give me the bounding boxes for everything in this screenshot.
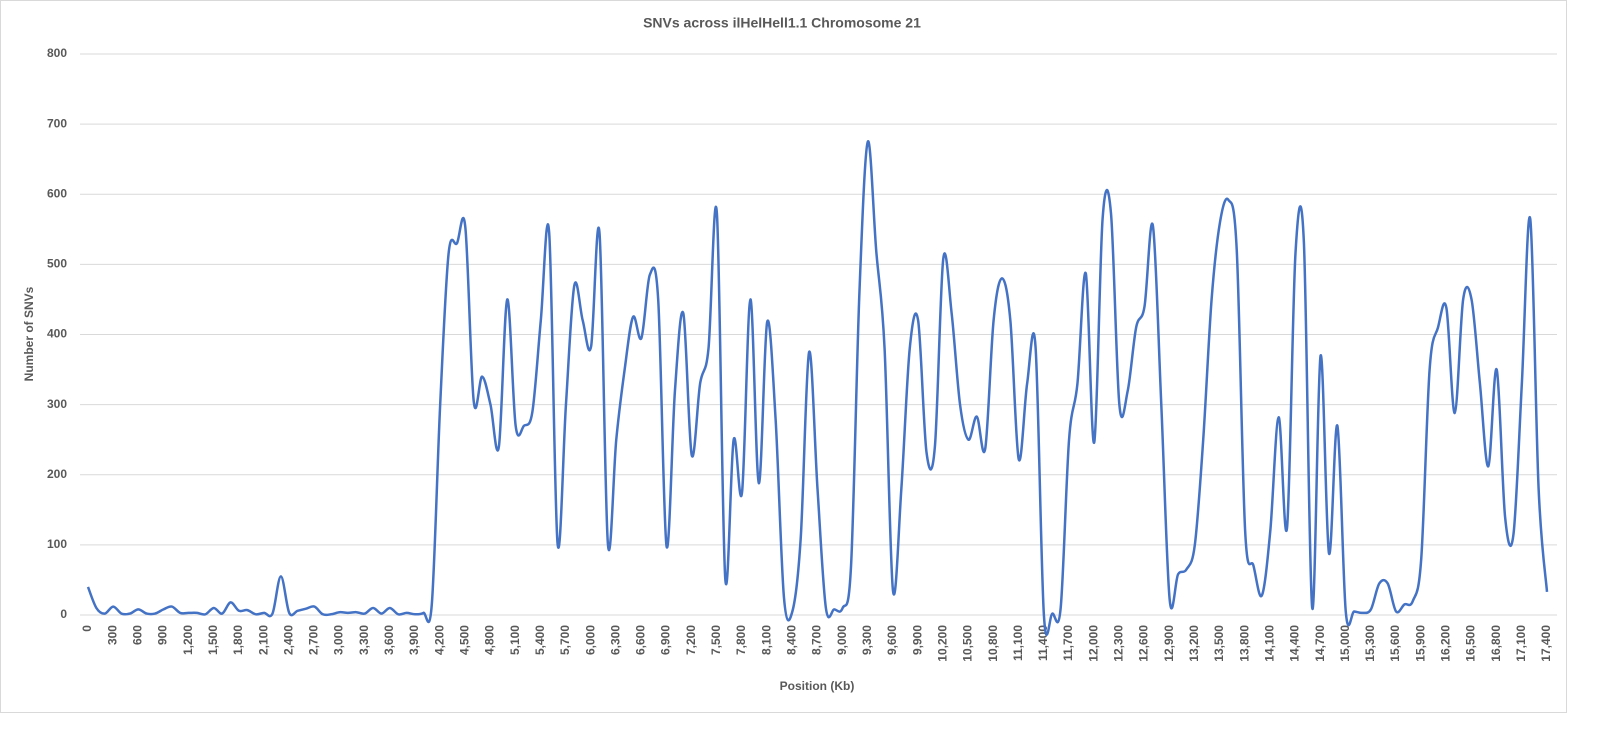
x-tick-label: 11,700 xyxy=(1061,625,1075,661)
x-tick-label: 900 xyxy=(156,625,170,645)
x-tick-label: 11,100 xyxy=(1011,625,1025,661)
y-tick-label: 200 xyxy=(47,467,67,481)
x-tick-label: 300 xyxy=(105,625,119,645)
x-tick-label: 600 xyxy=(130,625,144,645)
x-tick-label: 4,200 xyxy=(432,625,446,655)
x-tick-label: 8,700 xyxy=(810,625,824,655)
x-tick-label: 7,800 xyxy=(734,625,748,655)
x-axis-label: Position (Kb) xyxy=(780,679,855,693)
x-tick-label: 3,600 xyxy=(382,625,396,655)
x-tick-label: 1,200 xyxy=(181,625,195,655)
x-tick-label: 15,600 xyxy=(1388,625,1402,662)
x-tick-label: 1,800 xyxy=(231,625,245,655)
x-tick-label: 17,400 xyxy=(1539,625,1553,662)
y-tick-label: 400 xyxy=(47,327,67,341)
x-tick-label: 8,400 xyxy=(785,625,799,655)
x-tick-label: 10,200 xyxy=(935,625,949,662)
x-tick-label: 2,100 xyxy=(256,625,270,655)
x-tick-label: 7,500 xyxy=(709,625,723,655)
y-tick-label: 600 xyxy=(47,186,67,200)
y-axis-label: Number of SNVs xyxy=(22,286,36,381)
x-tick-label: 12,900 xyxy=(1162,625,1176,662)
y-tick-label: 100 xyxy=(47,537,67,551)
x-tick-label: 5,400 xyxy=(533,625,547,655)
x-tick-label: 10,800 xyxy=(986,625,1000,662)
x-tick-label: 9,300 xyxy=(860,625,874,655)
y-tick-label: 500 xyxy=(47,257,67,271)
x-tick-label: 17,100 xyxy=(1514,625,1528,662)
x-tick-label: 5,100 xyxy=(508,625,522,655)
x-tick-label: 9,000 xyxy=(835,625,849,655)
x-tick-label: 3,300 xyxy=(357,625,371,655)
x-tick-label: 15,900 xyxy=(1413,625,1427,662)
x-tick-label: 3,900 xyxy=(407,625,421,655)
chart-title: SNVs across ilHelHell1.1 Chromosome 21 xyxy=(643,15,921,31)
x-tick-label: 10,500 xyxy=(961,625,975,662)
x-tick-label: 9,600 xyxy=(885,625,899,655)
y-tick-label: 800 xyxy=(47,46,67,60)
x-tick-label: 16,500 xyxy=(1464,625,1478,662)
x-tick-label: 9,900 xyxy=(910,625,924,655)
x-tick-label: 12,600 xyxy=(1137,625,1151,662)
x-tick-label: 4,500 xyxy=(457,625,471,655)
x-tick-label: 12,300 xyxy=(1112,625,1126,662)
x-tick-label: 2,700 xyxy=(307,625,321,655)
x-tick-label: 14,100 xyxy=(1262,625,1276,662)
x-tick-label: 6,900 xyxy=(659,625,673,655)
x-tick-label: 13,200 xyxy=(1187,625,1201,662)
x-tick-label: 15,000 xyxy=(1338,625,1352,662)
y-tick-label: 0 xyxy=(60,607,67,621)
x-tick-label: 6,300 xyxy=(608,625,622,655)
x-tick-label: 2,400 xyxy=(281,625,295,655)
x-tick-label: 0 xyxy=(80,625,94,632)
x-tick-label: 13,800 xyxy=(1237,625,1251,662)
x-tick-label: 4,800 xyxy=(483,625,497,655)
x-tick-label: 3,000 xyxy=(332,625,346,655)
y-tick-label: 300 xyxy=(47,397,67,411)
x-tick-label: 6,600 xyxy=(634,625,648,655)
x-tick-label: 15,300 xyxy=(1363,625,1377,662)
x-tick-label: 16,800 xyxy=(1489,625,1503,662)
x-tick-label: 6,000 xyxy=(583,625,597,655)
x-tick-label: 1,500 xyxy=(206,625,220,655)
x-tick-label: 5,700 xyxy=(558,625,572,655)
x-tick-label: 12,000 xyxy=(1086,625,1100,662)
y-tick-label: 700 xyxy=(47,116,67,130)
x-tick-label: 16,200 xyxy=(1439,625,1453,662)
x-tick-label: 14,700 xyxy=(1313,625,1327,662)
x-tick-label: 14,400 xyxy=(1288,625,1302,662)
x-tick-label: 13,500 xyxy=(1212,625,1226,662)
x-tick-label: 8,100 xyxy=(759,625,773,655)
x-tick-label: 7,200 xyxy=(684,625,698,655)
data-line xyxy=(86,140,1549,636)
